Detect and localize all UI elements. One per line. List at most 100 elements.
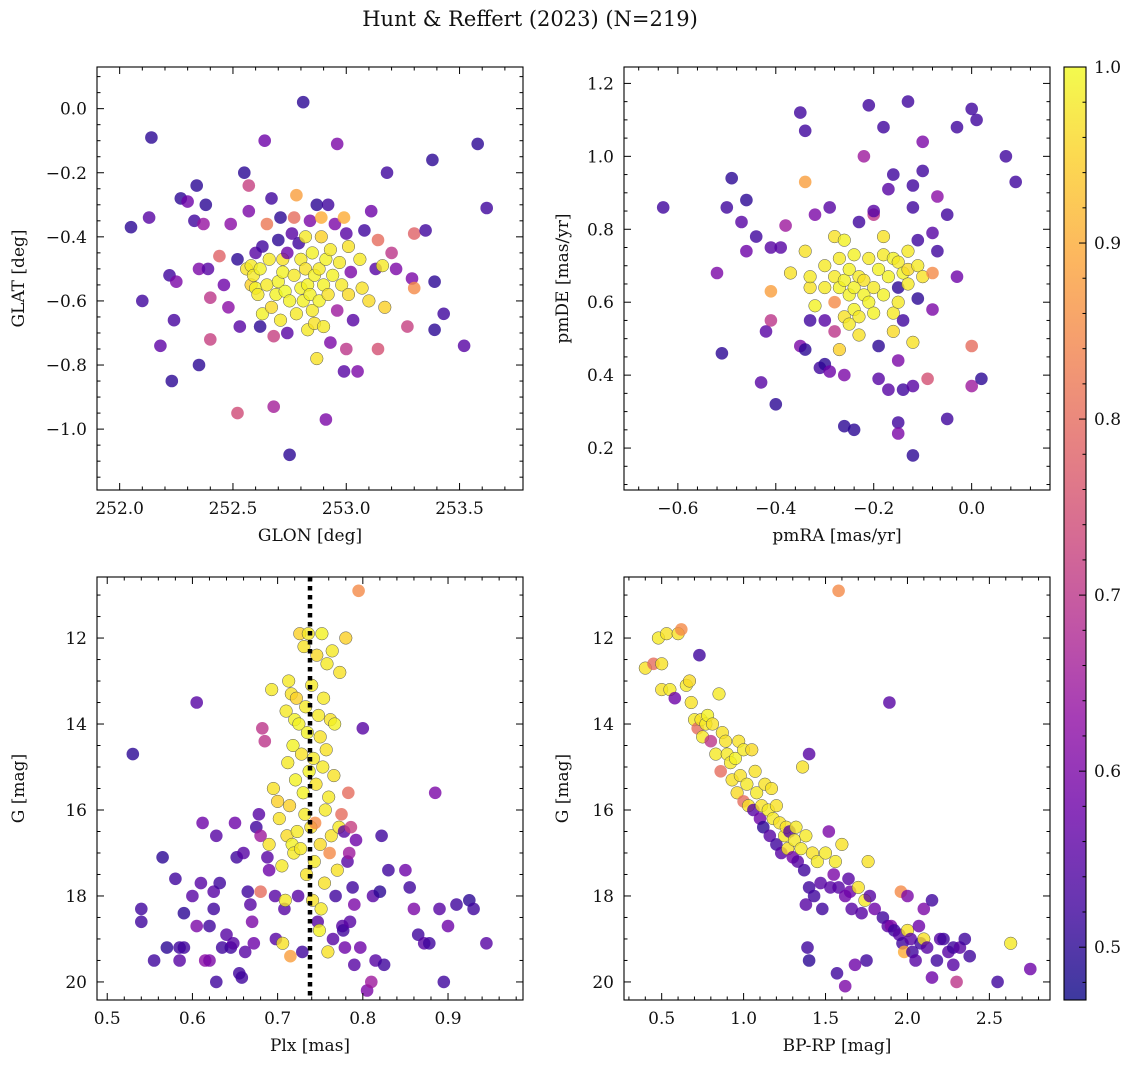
data-point bbox=[165, 374, 179, 388]
data-point bbox=[336, 924, 350, 937]
data-point bbox=[273, 313, 288, 327]
points-glon-glat bbox=[124, 95, 494, 462]
data-point bbox=[399, 863, 412, 877]
data-point bbox=[254, 829, 267, 843]
data-point bbox=[740, 193, 753, 207]
x-tick-label: 253.0 bbox=[322, 499, 371, 519]
data-point bbox=[285, 227, 299, 240]
data-point bbox=[828, 325, 841, 338]
data-point bbox=[303, 214, 317, 228]
data-point bbox=[312, 262, 326, 276]
data-point bbox=[857, 273, 871, 287]
data-point bbox=[283, 294, 297, 308]
data-point bbox=[290, 824, 304, 839]
data-point bbox=[281, 756, 295, 770]
data-point bbox=[837, 233, 851, 247]
data-point bbox=[154, 339, 167, 353]
data-point bbox=[798, 343, 812, 356]
data-point bbox=[906, 179, 920, 192]
data-point bbox=[704, 734, 718, 748]
data-point bbox=[313, 730, 327, 744]
data-point bbox=[173, 954, 186, 967]
data-point bbox=[135, 915, 148, 929]
data-point bbox=[926, 226, 939, 240]
y-axis-label: G [mag] bbox=[9, 754, 29, 823]
data-point bbox=[290, 188, 303, 202]
data-point bbox=[344, 820, 358, 834]
data-point bbox=[926, 303, 939, 316]
data-point bbox=[203, 954, 216, 967]
panel-glon-glat: 252.0 252.5 253.0 253.5 0.0 −0.2 −0.4 −0.6 −0.8 −… bbox=[9, 66, 524, 546]
colorbar-fill bbox=[1064, 67, 1086, 1000]
data-point bbox=[320, 657, 334, 671]
axes-frame bbox=[623, 66, 1051, 491]
y-tick-label: −0.8 bbox=[46, 356, 87, 376]
figure-title: Hunt & Reffert (2023) (N=219) bbox=[362, 7, 698, 31]
data-point bbox=[224, 217, 237, 231]
data-point bbox=[181, 195, 194, 208]
data-point bbox=[329, 889, 342, 903]
data-point bbox=[965, 379, 978, 393]
x-tick-label: 252.5 bbox=[209, 499, 258, 519]
data-point bbox=[196, 816, 209, 830]
data-point bbox=[335, 278, 349, 292]
data-point bbox=[764, 285, 778, 298]
data-point bbox=[930, 954, 944, 967]
data-point bbox=[937, 932, 950, 946]
data-point bbox=[796, 760, 810, 774]
colorbar-tick-label: 0.8 bbox=[1094, 410, 1121, 430]
data-point bbox=[794, 842, 808, 856]
data-point bbox=[896, 383, 910, 397]
data-point bbox=[693, 648, 706, 662]
data-point bbox=[314, 230, 328, 244]
data-point bbox=[911, 292, 925, 305]
data-point bbox=[217, 278, 231, 292]
data-point bbox=[965, 339, 978, 353]
y-tick-label: 0.4 bbox=[587, 366, 614, 386]
data-point bbox=[822, 825, 836, 838]
data-point bbox=[842, 262, 856, 276]
data-point bbox=[242, 204, 256, 218]
data-point bbox=[837, 273, 851, 287]
data-point bbox=[958, 932, 972, 946]
data-point bbox=[328, 217, 342, 231]
data-point bbox=[231, 252, 244, 266]
y-tick-label: 18 bbox=[592, 887, 614, 907]
data-point bbox=[730, 786, 744, 800]
data-point bbox=[242, 179, 256, 192]
data-point bbox=[764, 314, 778, 327]
data-point bbox=[233, 320, 247, 333]
data-point bbox=[740, 244, 753, 258]
x-tick-label: 0.5 bbox=[94, 1009, 121, 1029]
data-point bbox=[791, 855, 804, 868]
y-axis-label: GLAT [deg] bbox=[9, 229, 29, 327]
data-point bbox=[317, 876, 332, 890]
data-point bbox=[818, 314, 832, 327]
data-point bbox=[341, 239, 356, 254]
y-tick-label: 14 bbox=[65, 715, 87, 735]
data-point bbox=[377, 958, 391, 972]
data-point bbox=[348, 898, 361, 911]
data-point bbox=[419, 224, 432, 237]
panel-pmra-pmde: −0.6 −0.4 −0.2 0.0 0.2 0.4 0.6 0.8 1.0 1.2 pmRA [m… bbox=[553, 66, 1051, 546]
data-point bbox=[341, 287, 356, 302]
data-point bbox=[916, 164, 929, 178]
data-point bbox=[876, 230, 891, 244]
data-point bbox=[407, 281, 421, 295]
x-axis-label: GLON [deg] bbox=[258, 526, 362, 546]
x-axis-label: pmRA [mas/yr] bbox=[772, 526, 901, 546]
data-point bbox=[845, 902, 858, 916]
data-point bbox=[169, 872, 182, 886]
data-point bbox=[764, 781, 779, 796]
data-point bbox=[832, 881, 845, 894]
data-point bbox=[272, 233, 285, 247]
data-point bbox=[757, 820, 770, 834]
data-point bbox=[467, 902, 480, 916]
y-tick-label: −1.0 bbox=[46, 420, 87, 440]
data-point bbox=[940, 412, 954, 426]
data-point bbox=[940, 208, 954, 221]
data-point bbox=[851, 880, 865, 894]
x-tick-label: −0.6 bbox=[657, 499, 698, 519]
y-tick-label: −0.6 bbox=[46, 292, 87, 312]
